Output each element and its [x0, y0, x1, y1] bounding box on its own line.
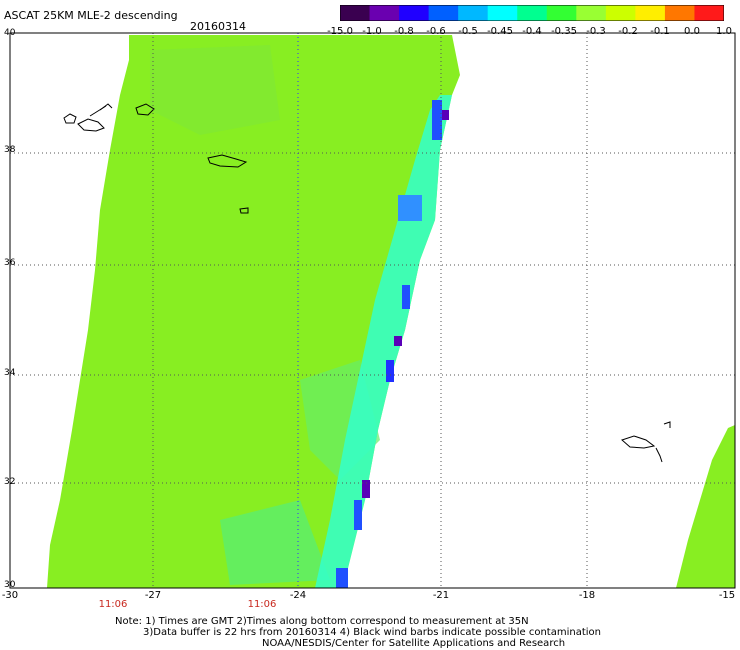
edge-purple-2	[394, 336, 402, 346]
map-title: ASCAT 25KM MLE-2 descending	[4, 9, 178, 22]
swath-east	[676, 425, 735, 588]
note-line-1: Note: 1) Times are GMT 2)Times along bot…	[115, 616, 529, 627]
colorbar-swatch	[576, 5, 607, 21]
colorbar-swatch	[340, 5, 371, 21]
colorbar-swatch	[635, 5, 666, 21]
lon-label-minus15: -15	[718, 590, 736, 601]
swath-west-patch-a	[150, 45, 280, 135]
note-line-3: NOAA/NESDIS/Center for Satellite Applica…	[262, 638, 566, 649]
edge-blue-6	[336, 568, 348, 588]
lon-label-minus30: -30	[1, 590, 19, 601]
colorbar-swatch	[546, 5, 577, 21]
colorbar-tick-label: -0.5	[458, 26, 478, 37]
island-santa-maria	[239, 207, 249, 214]
colorbar-swatch	[399, 5, 430, 21]
lat-label-34: 34	[4, 368, 16, 378]
colorbar-tick-label: -0.8	[394, 26, 414, 37]
map-date: 20160314	[190, 20, 246, 33]
time-label-center: 11:06	[247, 599, 277, 610]
swath-west	[47, 35, 460, 588]
map-frame	[9, 32, 736, 589]
island-desertas	[655, 447, 663, 463]
island-graciosa	[99, 103, 113, 111]
colorbar-labels: -15.0 -1.0 -0.8 -0.6 -0.5 -0.45 -0.4 -0.35 -0.3 -…	[327, 26, 740, 38]
colorbar-tick-label: -0.6	[426, 26, 446, 37]
colorbar-tick-label: 1.0	[716, 26, 732, 37]
swath-east-fill	[676, 425, 735, 588]
colorbar-tick-label: -0.1	[650, 26, 670, 37]
lat-lon-grid	[10, 33, 735, 588]
edge-blue-3	[402, 285, 410, 309]
colorbar-swatch	[605, 5, 636, 21]
colorbar-tick-label: -0.45	[487, 26, 513, 37]
colorbar-tick-label: -0.4	[522, 26, 542, 37]
edge-blue-2	[398, 195, 422, 221]
lat-label-30: 30	[4, 580, 16, 590]
edge-blue-4	[386, 360, 394, 382]
lon-label-minus27: -27	[144, 590, 162, 601]
lat-label-36: 36	[4, 258, 16, 268]
colorbar-swatch	[664, 5, 695, 21]
edge-purple-1	[442, 110, 449, 120]
colorbar-tick-label: -0.2	[618, 26, 638, 37]
colorbar-tick-label: 0.0	[684, 26, 700, 37]
colorbar-tick-label: -1.0	[362, 26, 382, 37]
time-label-west: 11:06	[98, 599, 128, 610]
colorbar-swatch	[517, 5, 548, 21]
colorbar-swatch	[428, 5, 459, 21]
island-madeira	[621, 435, 656, 449]
colorbar-tick-label: -15.0	[327, 26, 353, 37]
edge-purple-3	[362, 480, 370, 498]
island-sao-miguel	[207, 154, 248, 168]
lon-label-minus24: -24	[289, 590, 307, 601]
edge-blue-5	[354, 500, 362, 530]
lat-label-38: 38	[4, 145, 16, 155]
colorbar	[340, 5, 724, 21]
edge-blue-1	[432, 100, 442, 140]
colorbar-swatch	[369, 5, 400, 21]
lon-label-minus21: -21	[432, 590, 450, 601]
island-faial-pico	[77, 118, 105, 132]
islands	[63, 103, 671, 463]
colorbar-tick-label: -0.35	[551, 26, 577, 37]
swath-west-patch-c	[220, 500, 330, 585]
lat-label-40: 40	[4, 28, 16, 38]
island-flores	[63, 113, 77, 124]
lat-label-32: 32	[4, 477, 16, 487]
colorbar-tick-label: -0.3	[586, 26, 606, 37]
lon-label-minus18: -18	[578, 590, 596, 601]
colorbar-swatch	[487, 5, 518, 21]
colorbar-swatch	[694, 5, 724, 21]
colorbar-swatch	[458, 5, 489, 21]
island-terceira	[135, 103, 155, 116]
note-line-2: 3)Data buffer is 22 hrs from 20160314 4)…	[143, 627, 601, 638]
island-porto-santo	[663, 421, 671, 428]
